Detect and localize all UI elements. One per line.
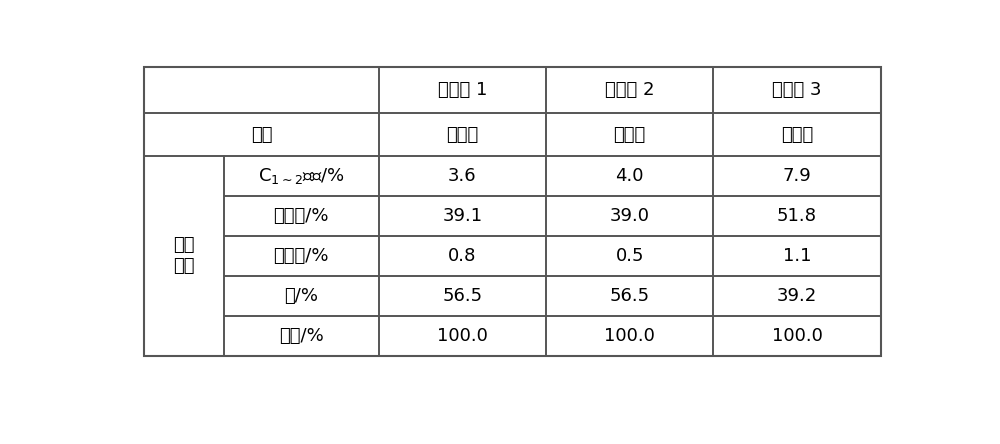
Bar (379, 67, 546, 113)
Text: 100.0: 100.0 (604, 327, 655, 345)
Bar (546, 236, 713, 276)
Bar (713, 236, 881, 276)
Text: 实施例 1: 实施例 1 (438, 81, 487, 99)
Bar (379, 316, 546, 356)
Text: 实施例 3: 实施例 3 (772, 81, 822, 99)
Text: 39.1: 39.1 (442, 207, 482, 225)
Bar (546, 276, 713, 316)
Bar (379, 276, 546, 316)
Text: 4.0: 4.0 (615, 166, 644, 185)
Bar (379, 236, 546, 276)
Text: 总计/%: 总计/% (279, 327, 324, 345)
Bar (224, 316, 379, 356)
Bar (713, 196, 881, 236)
Bar (546, 67, 713, 113)
Bar (546, 156, 713, 196)
Text: 轻汽油/%: 轻汽油/% (273, 207, 329, 225)
Bar (144, 67, 379, 113)
Text: C$_{1{\sim}2}$烃类/%: C$_{1{\sim}2}$烃类/% (258, 166, 345, 186)
Bar (713, 276, 881, 316)
Text: 重汽油/%: 重汽油/% (273, 247, 329, 265)
Bar (224, 196, 379, 236)
Text: 水/%: 水/% (284, 287, 318, 305)
Bar (144, 156, 224, 356)
Bar (379, 156, 546, 196)
Bar (546, 113, 713, 156)
Text: 56.5: 56.5 (610, 287, 650, 305)
Bar (379, 113, 546, 156)
Bar (713, 316, 881, 356)
Text: 精甲醇: 精甲醇 (614, 126, 646, 143)
Bar (546, 196, 713, 236)
Bar (224, 236, 379, 276)
Text: 0.5: 0.5 (615, 247, 644, 265)
Bar (713, 67, 881, 113)
Text: 7.9: 7.9 (783, 166, 811, 185)
Text: 1.1: 1.1 (783, 247, 811, 265)
Text: 0.8: 0.8 (448, 247, 476, 265)
Text: 39.0: 39.0 (610, 207, 650, 225)
Text: 100.0: 100.0 (772, 327, 822, 345)
Text: 产品
组成: 产品 组成 (173, 236, 195, 275)
Bar (224, 276, 379, 316)
Text: 100.0: 100.0 (437, 327, 488, 345)
Text: 二甲醚: 二甲醚 (781, 126, 813, 143)
Text: 3.6: 3.6 (448, 166, 477, 185)
Bar (379, 196, 546, 236)
Text: 原料: 原料 (251, 126, 272, 143)
Text: 51.8: 51.8 (777, 207, 817, 225)
Text: 精甲醇: 精甲醇 (446, 126, 478, 143)
Bar (224, 156, 379, 196)
Bar (713, 113, 881, 156)
Bar (713, 156, 881, 196)
Text: 实施例 2: 实施例 2 (605, 81, 654, 99)
Text: 56.5: 56.5 (442, 287, 482, 305)
Text: 39.2: 39.2 (777, 287, 817, 305)
Bar (546, 316, 713, 356)
Bar (144, 67, 881, 356)
Bar (144, 113, 379, 156)
